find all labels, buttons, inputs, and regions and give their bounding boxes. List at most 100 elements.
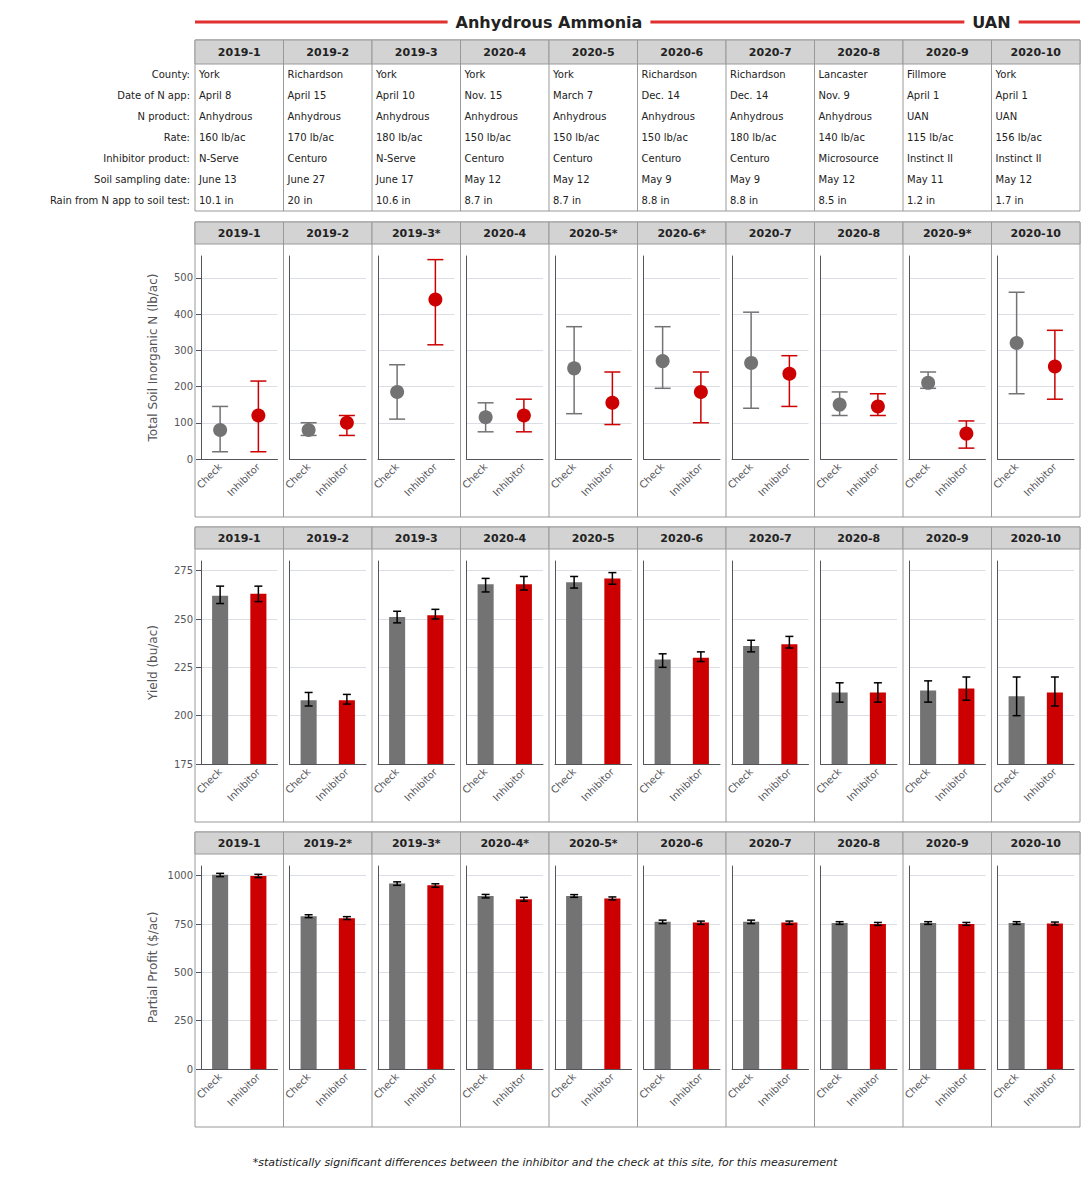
- svg-text:2020-10: 2020-10: [1011, 532, 1062, 545]
- svg-text:Inhibitor: Inhibitor: [1022, 765, 1060, 803]
- svg-text:Nov. 9: Nov. 9: [819, 90, 850, 101]
- svg-text:Centuro: Centuro: [553, 153, 593, 164]
- svg-text:2020-8: 2020-8: [837, 532, 880, 545]
- svg-text:Check: Check: [726, 1071, 756, 1101]
- svg-text:N product:: N product:: [138, 111, 191, 122]
- svg-text:Anhydrous: Anhydrous: [376, 111, 429, 122]
- svg-text:Centuro: Centuro: [288, 153, 328, 164]
- svg-text:100: 100: [174, 417, 193, 428]
- svg-text:*statistically significant dif: *statistically significant differences b…: [253, 1156, 838, 1169]
- svg-text:Inhibitor: Inhibitor: [1022, 1070, 1060, 1108]
- svg-text:2020-8: 2020-8: [837, 227, 880, 240]
- svg-text:York: York: [552, 69, 574, 80]
- svg-text:250: 250: [174, 614, 193, 625]
- svg-text:Check: Check: [726, 461, 756, 491]
- svg-text:Inhibitor: Inhibitor: [314, 765, 352, 803]
- svg-text:May 9: May 9: [642, 174, 672, 185]
- svg-text:180 lb/ac: 180 lb/ac: [730, 132, 776, 143]
- svg-text:Check: Check: [991, 461, 1021, 491]
- svg-text:2019-1: 2019-1: [218, 532, 261, 545]
- svg-text:Anhydrous: Anhydrous: [288, 111, 341, 122]
- svg-text:Soil sampling date:: Soil sampling date:: [94, 174, 190, 185]
- svg-text:March 7: March 7: [553, 90, 593, 101]
- svg-text:Check: Check: [637, 461, 667, 491]
- svg-text:York: York: [198, 69, 220, 80]
- svg-text:Anhydrous: Anhydrous: [730, 111, 783, 122]
- svg-text:Inhibitor: Inhibitor: [314, 460, 352, 498]
- svg-text:Check: Check: [460, 766, 490, 796]
- svg-text:1000: 1000: [168, 870, 193, 881]
- svg-text:160 lb/ac: 160 lb/ac: [199, 132, 245, 143]
- svg-text:Check: Check: [195, 766, 225, 796]
- svg-text:10.1 in: 10.1 in: [199, 195, 234, 206]
- svg-text:2020-6: 2020-6: [660, 46, 703, 59]
- svg-text:2019-2: 2019-2: [306, 46, 349, 59]
- svg-text:2020-6*: 2020-6*: [657, 227, 706, 240]
- svg-text:N-Serve: N-Serve: [199, 153, 239, 164]
- svg-text:200: 200: [174, 710, 193, 721]
- svg-text:York: York: [995, 69, 1017, 80]
- svg-text:April 15: April 15: [288, 90, 327, 101]
- svg-text:Check: Check: [991, 766, 1021, 796]
- svg-text:2020-8: 2020-8: [837, 46, 880, 59]
- svg-text:April 10: April 10: [376, 90, 415, 101]
- svg-text:8.7 in: 8.7 in: [553, 195, 581, 206]
- svg-text:2019-1: 2019-1: [218, 837, 261, 850]
- svg-text:Centuro: Centuro: [642, 153, 682, 164]
- svg-text:275: 275: [174, 565, 193, 576]
- svg-text:Check: Check: [549, 1071, 579, 1101]
- svg-text:Anhydrous: Anhydrous: [642, 111, 695, 122]
- svg-text:170 lb/ac: 170 lb/ac: [288, 132, 334, 143]
- svg-text:0: 0: [187, 454, 193, 465]
- svg-text:Check: Check: [283, 1071, 313, 1101]
- svg-text:Anhydrous: Anhydrous: [819, 111, 872, 122]
- svg-text:750: 750: [174, 919, 193, 930]
- svg-text:Check: Check: [903, 461, 933, 491]
- svg-text:2020-7: 2020-7: [749, 837, 792, 850]
- svg-text:Check: Check: [372, 1071, 402, 1101]
- svg-text:York: York: [375, 69, 397, 80]
- svg-text:Inhibitor: Inhibitor: [756, 1070, 794, 1108]
- svg-text:Inhibitor: Inhibitor: [668, 765, 706, 803]
- svg-text:Inhibitor: Inhibitor: [579, 1070, 617, 1108]
- svg-text:156 lb/ac: 156 lb/ac: [996, 132, 1042, 143]
- svg-text:500: 500: [174, 272, 193, 283]
- svg-text:County:: County:: [152, 69, 190, 80]
- svg-text:8.5 in: 8.5 in: [819, 195, 847, 206]
- svg-text:Yield (bu/ac): Yield (bu/ac): [146, 625, 160, 701]
- svg-text:2019-1: 2019-1: [218, 227, 261, 240]
- svg-text:Rate:: Rate:: [164, 132, 190, 143]
- svg-text:8.8 in: 8.8 in: [730, 195, 758, 206]
- svg-text:8.7 in: 8.7 in: [465, 195, 493, 206]
- svg-text:2020-5*: 2020-5*: [569, 227, 618, 240]
- svg-text:Check: Check: [814, 461, 844, 491]
- svg-text:2020-9: 2020-9: [926, 837, 969, 850]
- svg-text:Inhibitor: Inhibitor: [933, 765, 971, 803]
- svg-text:Lancaster: Lancaster: [819, 69, 869, 80]
- svg-text:Instinct II: Instinct II: [996, 153, 1042, 164]
- svg-text:York: York: [464, 69, 486, 80]
- svg-text:150 lb/ac: 150 lb/ac: [553, 132, 599, 143]
- svg-text:April 1: April 1: [907, 90, 939, 101]
- svg-text:Inhibitor: Inhibitor: [402, 1070, 440, 1108]
- svg-text:Richardson: Richardson: [642, 69, 698, 80]
- svg-text:2019-2*: 2019-2*: [303, 837, 352, 850]
- svg-text:2019-3: 2019-3: [395, 532, 438, 545]
- svg-text:225: 225: [174, 662, 193, 673]
- svg-text:N-Serve: N-Serve: [376, 153, 416, 164]
- svg-text:Anhydrous: Anhydrous: [199, 111, 252, 122]
- svg-text:20 in: 20 in: [288, 195, 313, 206]
- svg-text:April 1: April 1: [996, 90, 1028, 101]
- svg-text:Inhibitor: Inhibitor: [933, 460, 971, 498]
- svg-text:2020-9: 2020-9: [926, 46, 969, 59]
- svg-text:June 27: June 27: [287, 174, 326, 185]
- svg-text:400: 400: [174, 309, 193, 320]
- svg-text:2019-2: 2019-2: [306, 532, 349, 545]
- svg-text:Inhibitor: Inhibitor: [756, 460, 794, 498]
- svg-text:Anhydrous Ammonia: Anhydrous Ammonia: [456, 13, 643, 32]
- svg-text:Check: Check: [991, 1071, 1021, 1101]
- svg-text:2020-9: 2020-9: [926, 532, 969, 545]
- svg-text:Check: Check: [460, 1071, 490, 1101]
- svg-text:Inhibitor: Inhibitor: [314, 1070, 352, 1108]
- svg-text:Inhibitor: Inhibitor: [933, 1070, 971, 1108]
